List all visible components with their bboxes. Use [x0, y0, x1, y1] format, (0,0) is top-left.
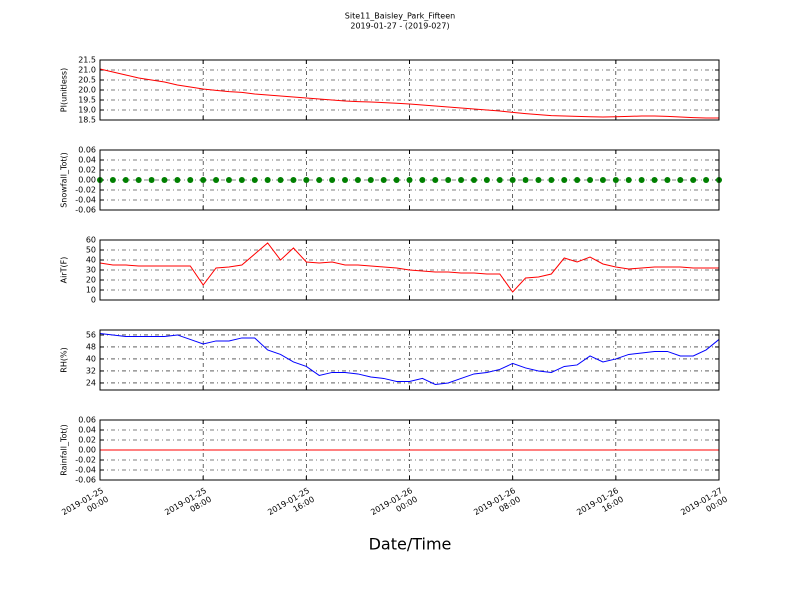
y-tick-label: 0.00 [78, 176, 96, 185]
y-tick-label: 0.00 [78, 446, 96, 455]
data-point [303, 177, 310, 183]
data-point [599, 177, 606, 183]
data-point [187, 177, 194, 183]
y-tick-label: 0.02 [78, 436, 96, 445]
data-point [290, 177, 297, 183]
data-point [213, 177, 220, 183]
data-point [225, 177, 232, 183]
data-point [638, 177, 645, 183]
data-line [99, 332, 720, 385]
data-point [380, 177, 387, 183]
y-tick-label: -0.02 [75, 456, 96, 465]
y-tick-label: -0.06 [75, 476, 96, 485]
y-tick-label: -0.04 [75, 466, 96, 475]
data-point [651, 177, 658, 183]
y-axis-label: PI(unitless) [60, 68, 69, 112]
plot-frame [99, 329, 720, 391]
data-point [548, 177, 555, 183]
data-point [161, 177, 168, 183]
x-axis-label: Date/Time [369, 535, 452, 554]
data-point [342, 177, 349, 183]
y-tick-label: 40 [86, 256, 96, 265]
data-point [148, 177, 155, 183]
data-point [174, 177, 181, 183]
y-tick-label: 18.5 [78, 116, 96, 125]
data-point [277, 177, 284, 183]
y-tick-label: 21.0 [78, 66, 96, 75]
data-point [419, 177, 426, 183]
data-point [587, 177, 594, 183]
plot-frame [99, 419, 720, 481]
data-point [496, 177, 503, 183]
y-tick-label: 30 [86, 266, 96, 275]
y-axis-label: RH(%) [60, 347, 69, 372]
plot-frame [99, 239, 720, 301]
data-point [329, 177, 336, 183]
data-point [432, 177, 439, 183]
y-tick-label: 0.06 [78, 416, 96, 425]
data-point [561, 177, 568, 183]
data-point [367, 177, 374, 183]
data-point [445, 177, 452, 183]
data-point [664, 177, 671, 183]
y-tick-label: 24 [86, 378, 96, 387]
data-line [99, 242, 719, 293]
data-point [200, 177, 207, 183]
chart-title: Site11_Baisley_Park_Fifteen [345, 12, 455, 21]
data-point [406, 177, 413, 183]
data-point [677, 177, 684, 183]
y-tick-label: 0.02 [78, 166, 96, 175]
plot-frame [99, 59, 720, 121]
y-axis-label: Rainfall_Tot() [60, 424, 69, 476]
y-tick-label: 50 [86, 246, 96, 255]
y-tick-label: -0.06 [75, 206, 96, 215]
data-point [690, 177, 697, 183]
data-point [535, 177, 542, 183]
y-tick-label: 60 [86, 236, 96, 245]
plot-frame [99, 149, 720, 211]
data-point [458, 177, 465, 183]
y-tick-label: 19.0 [78, 106, 96, 115]
chart-subtitle: 2019-01-27 - (2019-027) [350, 22, 449, 31]
data-point [625, 177, 632, 183]
y-axis-label: AirT(F) [60, 257, 69, 284]
y-tick-label: 19.5 [78, 96, 96, 105]
y-tick-label: 0 [91, 296, 96, 305]
data-point [251, 177, 258, 183]
y-tick-label: 10 [86, 286, 96, 295]
y-tick-label: 0.06 [78, 146, 96, 155]
data-point [612, 177, 619, 183]
data-point [574, 177, 581, 183]
y-axis-label: Snowfall_Tot() [60, 152, 69, 208]
y-tick-label: 0.04 [78, 426, 96, 435]
y-tick-label: 21.5 [78, 56, 96, 65]
y-tick-label: 20.5 [78, 76, 96, 85]
data-point [316, 177, 323, 183]
data-line [99, 68, 719, 119]
data-point [470, 177, 477, 183]
data-point [109, 177, 116, 183]
data-point [122, 177, 129, 183]
data-point [238, 177, 245, 183]
y-tick-label: 48 [86, 342, 96, 351]
data-point [354, 177, 361, 183]
y-tick-label: 32 [86, 366, 96, 375]
y-tick-label: 56 [86, 330, 96, 339]
data-point [135, 177, 142, 183]
data-point [483, 177, 490, 183]
data-point [393, 177, 400, 183]
data-point [264, 177, 271, 183]
y-tick-label: 40 [86, 354, 96, 363]
y-tick-label: -0.02 [75, 186, 96, 195]
y-tick-label: 0.04 [78, 156, 96, 165]
y-tick-label: 20 [86, 276, 96, 285]
data-point [509, 177, 516, 183]
data-point [703, 177, 710, 183]
data-point [522, 177, 529, 183]
y-tick-label: 20.0 [78, 86, 96, 95]
y-tick-label: -0.04 [75, 196, 96, 205]
